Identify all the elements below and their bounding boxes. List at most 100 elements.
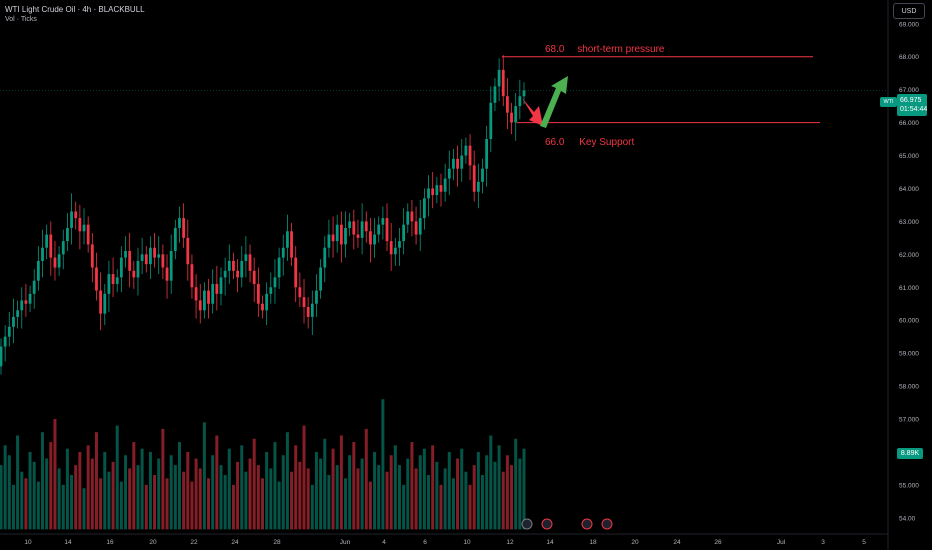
candle-body [414, 221, 418, 235]
candle-body [261, 303, 264, 311]
volume-bar [215, 435, 219, 530]
candle-body [339, 224, 343, 245]
candle-body [165, 267, 169, 281]
candle-body [128, 251, 132, 271]
candle-body [327, 234, 331, 248]
volume-bar [290, 471, 294, 530]
volume-bar [265, 451, 269, 530]
candle-body [447, 168, 451, 179]
resistance-annotation: 68.0 short-term pressure [545, 44, 665, 55]
support-label: Key Support [579, 137, 635, 148]
candle-body [232, 260, 235, 271]
volume-bar [319, 458, 323, 530]
currency-button[interactable]: USD [893, 3, 925, 19]
candle-body [464, 145, 468, 156]
volume-bar [518, 458, 522, 530]
volume-bar [78, 451, 82, 530]
candle-body [518, 96, 522, 107]
volume-bar [331, 448, 335, 530]
candle-body [364, 221, 368, 232]
volume-bar [202, 422, 206, 530]
candle-body [74, 211, 78, 219]
candle-body [290, 231, 293, 258]
y-tick-label: 57.000 [899, 417, 919, 424]
volume-bar [522, 448, 526, 530]
volume-bar [240, 445, 244, 530]
volume-bar [20, 471, 24, 530]
candle-body [198, 300, 202, 311]
candle-body [269, 287, 273, 294]
candle-body [265, 293, 269, 311]
volume-bar [439, 484, 443, 530]
resistance-level: 68.0 [545, 44, 565, 55]
candle-body [244, 254, 248, 261]
volume-bar [314, 451, 318, 530]
volume-bar [464, 471, 468, 530]
chart-title: WTI Light Crude Oil · 4h · BLACKBULL [5, 5, 145, 14]
volume-bar [7, 455, 11, 530]
y-tick-label: 58.000 [899, 384, 919, 391]
candle-body [57, 254, 61, 268]
event-marker-icon [601, 518, 613, 530]
candle-body [481, 168, 484, 182]
volume-bar [119, 481, 123, 530]
x-tick-label: 26 [714, 539, 722, 546]
candle-body [61, 241, 65, 255]
volume-bar [381, 399, 385, 530]
volume-bar [377, 465, 381, 530]
volume-bar [248, 458, 252, 530]
candle-body [381, 218, 385, 225]
candle-body [319, 267, 323, 291]
event-marker-icon [581, 518, 593, 530]
volume-bar [285, 432, 289, 530]
volume-bar [61, 484, 65, 530]
volume-bar [460, 448, 464, 530]
x-tick-label: 14 [546, 539, 554, 546]
volume-bar [32, 461, 36, 530]
volume-bar [223, 475, 227, 530]
volume-bar [294, 445, 298, 530]
volume-tag: 8.89K [897, 448, 923, 459]
candle-body [460, 155, 464, 169]
volume-bar [124, 455, 128, 530]
y-tick-label: 55.000 [899, 482, 919, 489]
volume-bar [128, 468, 132, 530]
volume-bar [198, 468, 202, 530]
volume-bar [435, 461, 439, 530]
candle-body [12, 316, 15, 327]
x-tick-label: 18 [589, 539, 597, 546]
candle-body [468, 145, 472, 166]
candle-body [182, 218, 186, 238]
x-tick-label: Jun [340, 539, 351, 546]
volume-bar [153, 475, 157, 530]
x-tick-label: 24 [673, 539, 681, 546]
candle-body [406, 211, 410, 225]
candle-body [7, 326, 11, 337]
candle-body [70, 211, 73, 228]
candle-body [302, 297, 306, 308]
volume-bar [310, 484, 314, 530]
volume-bar [103, 451, 107, 530]
y-tick-label: 69.000 [899, 21, 919, 28]
x-tick-label: 12 [506, 539, 514, 546]
volume-bar [36, 481, 40, 530]
volume-bar [364, 428, 368, 530]
x-tick-label: 10 [463, 539, 471, 546]
candle-body [223, 270, 227, 278]
candle-body [273, 277, 277, 288]
candle-body [298, 287, 302, 298]
volume-bar [497, 445, 501, 530]
candle-body [331, 234, 335, 242]
candle-body [90, 244, 94, 268]
volume-bar [182, 471, 186, 530]
down-arrow-icon [522, 98, 543, 126]
volume-bar [277, 481, 281, 530]
support-level: 66.0 [545, 137, 565, 148]
candle-body [49, 234, 53, 258]
candle-body [315, 290, 318, 304]
candle-body [323, 247, 327, 268]
volume-bar [472, 465, 476, 530]
resistance-label: short-term pressure [577, 44, 665, 55]
volume-bar [82, 488, 86, 530]
